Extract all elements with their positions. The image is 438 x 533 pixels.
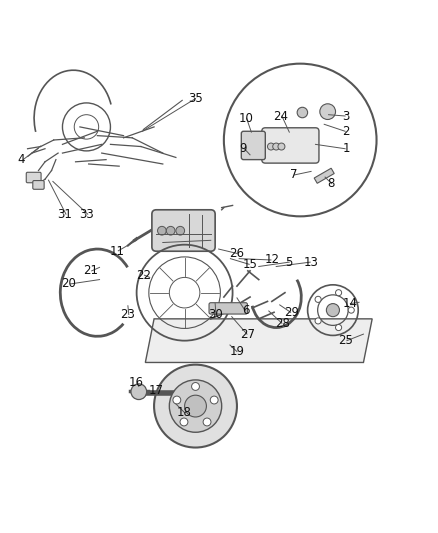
Circle shape bbox=[314, 296, 321, 302]
Circle shape bbox=[180, 418, 187, 426]
Circle shape bbox=[203, 418, 211, 426]
Text: 18: 18 bbox=[177, 406, 191, 419]
Polygon shape bbox=[145, 319, 371, 362]
Circle shape bbox=[157, 227, 166, 235]
Circle shape bbox=[319, 104, 335, 119]
FancyBboxPatch shape bbox=[241, 131, 265, 159]
Text: 4: 4 bbox=[17, 153, 25, 166]
Circle shape bbox=[297, 107, 307, 118]
Text: 2: 2 bbox=[342, 125, 349, 138]
Circle shape bbox=[154, 365, 237, 448]
Text: 15: 15 bbox=[242, 258, 257, 271]
Text: 10: 10 bbox=[238, 112, 253, 125]
Circle shape bbox=[314, 318, 321, 324]
Text: 35: 35 bbox=[188, 92, 202, 105]
Circle shape bbox=[210, 396, 218, 404]
Text: 31: 31 bbox=[57, 208, 72, 221]
Polygon shape bbox=[314, 168, 333, 183]
Text: 19: 19 bbox=[229, 345, 244, 358]
Text: 21: 21 bbox=[83, 264, 98, 277]
Circle shape bbox=[191, 383, 199, 390]
FancyBboxPatch shape bbox=[208, 303, 247, 314]
Text: 5: 5 bbox=[285, 256, 292, 269]
Text: 9: 9 bbox=[239, 142, 247, 155]
Circle shape bbox=[176, 227, 184, 235]
Text: 25: 25 bbox=[338, 334, 353, 347]
FancyBboxPatch shape bbox=[33, 181, 44, 189]
Circle shape bbox=[184, 395, 206, 417]
FancyBboxPatch shape bbox=[152, 210, 215, 251]
Text: 8: 8 bbox=[326, 177, 334, 190]
Text: 14: 14 bbox=[342, 297, 357, 310]
Circle shape bbox=[335, 289, 341, 296]
Text: 16: 16 bbox=[129, 376, 144, 389]
FancyBboxPatch shape bbox=[26, 172, 41, 183]
Circle shape bbox=[267, 143, 274, 150]
Circle shape bbox=[272, 143, 279, 150]
Text: 13: 13 bbox=[303, 256, 318, 269]
Text: 20: 20 bbox=[61, 278, 76, 290]
Text: 6: 6 bbox=[241, 304, 249, 317]
Text: 22: 22 bbox=[135, 269, 150, 282]
Text: 30: 30 bbox=[207, 308, 222, 321]
Text: 11: 11 bbox=[109, 245, 124, 258]
Circle shape bbox=[335, 325, 341, 330]
Text: 17: 17 bbox=[148, 384, 163, 397]
Text: 33: 33 bbox=[79, 208, 94, 221]
Text: 12: 12 bbox=[264, 254, 279, 266]
Text: 29: 29 bbox=[283, 306, 298, 319]
Circle shape bbox=[131, 384, 146, 400]
Circle shape bbox=[347, 307, 353, 313]
Circle shape bbox=[169, 380, 221, 432]
Circle shape bbox=[277, 143, 284, 150]
Text: 28: 28 bbox=[275, 317, 290, 330]
Text: 3: 3 bbox=[342, 109, 349, 123]
Text: 27: 27 bbox=[240, 328, 255, 341]
Circle shape bbox=[173, 396, 180, 404]
FancyBboxPatch shape bbox=[261, 128, 318, 163]
Text: 1: 1 bbox=[342, 142, 349, 155]
Text: 26: 26 bbox=[229, 247, 244, 260]
Text: 24: 24 bbox=[272, 109, 287, 123]
Circle shape bbox=[325, 304, 339, 317]
Text: 23: 23 bbox=[120, 308, 135, 321]
Circle shape bbox=[166, 227, 175, 235]
Text: 7: 7 bbox=[289, 168, 297, 181]
